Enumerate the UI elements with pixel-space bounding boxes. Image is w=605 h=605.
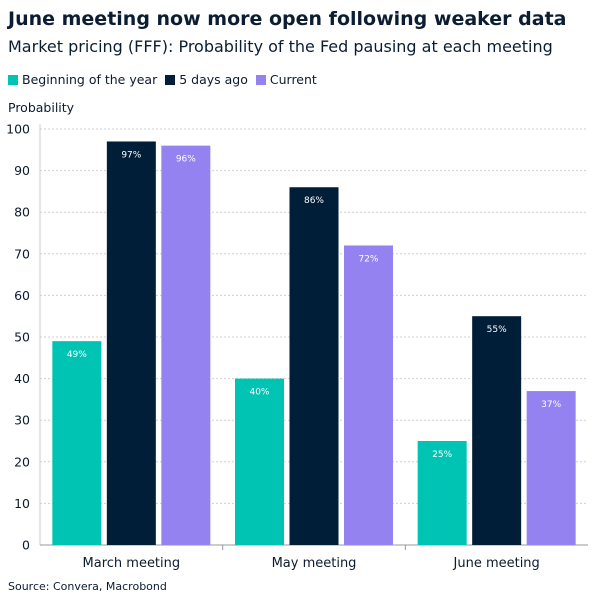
y-tick-label: 90 xyxy=(14,163,30,178)
bar xyxy=(289,187,339,546)
bar xyxy=(526,391,576,545)
data-label: 40% xyxy=(249,388,269,398)
data-label: 96% xyxy=(176,155,196,165)
legend-label: 5 days ago xyxy=(179,72,248,87)
legend-item: Beginning of the year xyxy=(8,72,157,87)
chart-subtitle: Market pricing (FFF): Probability of the… xyxy=(8,37,553,56)
data-label: 55% xyxy=(487,325,507,335)
y-tick-label: 30 xyxy=(14,413,30,428)
y-tick-label: 70 xyxy=(14,246,30,261)
x-tick-label: March meeting xyxy=(83,556,181,571)
bar xyxy=(52,341,102,545)
data-label: 97% xyxy=(121,150,141,160)
data-label: 86% xyxy=(304,196,324,206)
data-label: 49% xyxy=(67,350,87,360)
y-axis-label: Probability xyxy=(8,100,75,115)
legend-swatch xyxy=(255,74,266,85)
legend: Beginning of the year 5 days ago Current xyxy=(8,72,317,87)
legend-label: Beginning of the year xyxy=(22,72,158,87)
source-note: Source: Convera, Macrobond xyxy=(8,580,167,593)
chart-title: June meeting now more open following wea… xyxy=(8,8,567,30)
legend-item: 5 days ago xyxy=(165,72,248,87)
data-label: 72% xyxy=(358,254,378,264)
y-tick-label: 40 xyxy=(14,371,30,386)
bar xyxy=(472,316,522,545)
y-tick-label: 20 xyxy=(14,454,30,469)
bar xyxy=(235,378,284,545)
legend-item: Current xyxy=(255,72,317,87)
y-tick-label: 100 xyxy=(6,122,30,137)
y-tick-label: 60 xyxy=(14,288,30,303)
y-tick-label: 0 xyxy=(22,538,30,553)
legend-label: Current xyxy=(269,72,317,87)
y-tick-label: 50 xyxy=(14,330,30,345)
y-tick-label: 10 xyxy=(14,496,30,511)
bar xyxy=(417,441,467,545)
data-label: 25% xyxy=(432,450,452,460)
bar xyxy=(344,245,393,546)
x-tick-label: June meeting xyxy=(453,556,540,571)
bar xyxy=(106,141,156,546)
bar xyxy=(161,145,211,545)
y-tick-label: 80 xyxy=(14,205,30,220)
x-tick-label: May meeting xyxy=(272,556,357,571)
legend-swatch xyxy=(165,74,176,85)
data-label: 37% xyxy=(541,400,561,410)
legend-swatch xyxy=(8,74,18,85)
